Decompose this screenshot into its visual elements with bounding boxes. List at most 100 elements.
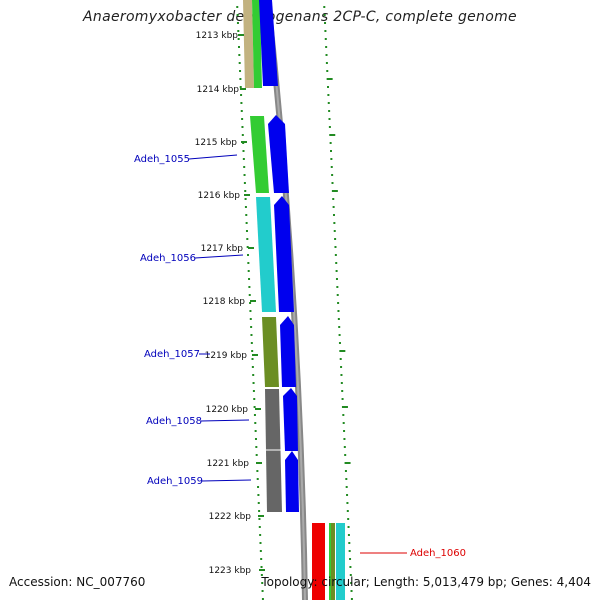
- gc-skew-dots-left: [236, 6, 264, 600]
- gc-dot: [261, 598, 264, 600]
- gc-dot: [246, 246, 249, 248]
- gc-dot: [325, 54, 328, 56]
- gc-dot: [324, 22, 327, 24]
- gc-dot: [350, 590, 353, 592]
- gc-dot: [251, 350, 254, 352]
- map-title: Anaeromyxobacter dehalogenans 2CP-C, com…: [83, 9, 517, 25]
- gc-dot: [328, 126, 331, 128]
- gc-dot: [245, 230, 248, 232]
- cog-block-cyan-bottom: [336, 523, 345, 600]
- gc-dot: [326, 70, 329, 72]
- gc-dot: [249, 318, 252, 320]
- gc-dot: [253, 398, 256, 400]
- gc-dot: [247, 254, 250, 256]
- gene-label[interactable]: Adeh_1055: [134, 154, 190, 165]
- gc-dot: [250, 334, 253, 336]
- gc-dot: [324, 30, 327, 32]
- gc-dot: [346, 502, 349, 504]
- gc-dot: [241, 126, 244, 128]
- gc-dot: [341, 390, 344, 392]
- gc-dot: [344, 470, 347, 472]
- tick-label: 1223 kbp: [209, 566, 252, 576]
- gc-dot: [236, 14, 239, 16]
- gc-dot: [258, 510, 261, 512]
- gc-dot: [328, 110, 331, 112]
- gene-label[interactable]: Adeh_1057: [144, 349, 200, 360]
- gc-dot: [240, 102, 243, 104]
- gc-dot: [350, 582, 353, 584]
- gc-dot: [254, 438, 257, 440]
- gc-dot: [339, 350, 346, 352]
- gc-dot: [260, 558, 263, 560]
- gc-dot: [346, 510, 349, 512]
- cds-arrow-adeh-1058: [283, 388, 298, 451]
- gc-dot: [331, 174, 334, 176]
- gc-dot: [332, 214, 335, 216]
- gene-label-leader: [188, 154, 238, 160]
- gc-dot: [243, 182, 246, 184]
- gc-dot: [334, 254, 337, 256]
- gc-dot: [340, 366, 343, 368]
- gc-dot: [247, 262, 250, 264]
- gc-dot: [327, 94, 330, 96]
- gc-dot: [259, 550, 262, 552]
- gc-dot: [341, 406, 348, 408]
- gene-label[interactable]: Adeh_1058: [146, 416, 202, 427]
- gc-dot: [238, 62, 241, 64]
- gc-dot: [247, 270, 250, 272]
- gc-dot: [332, 198, 335, 200]
- gc-dot: [338, 342, 341, 344]
- tick-label: 1221 kbp: [207, 459, 250, 469]
- tick-label: 1218 kbp: [203, 297, 246, 307]
- gc-dot: [331, 190, 338, 192]
- gc-dot: [237, 46, 240, 48]
- gc-dot: [259, 542, 262, 544]
- cds-arrow-top: [259, 0, 278, 86]
- gc-dot: [348, 550, 351, 552]
- gc-dot: [331, 182, 334, 184]
- gc-dot: [250, 342, 253, 344]
- gc-dot: [244, 190, 247, 192]
- tick-label: 1217 kbp: [201, 244, 244, 254]
- gc-dot: [253, 406, 256, 408]
- gc-dot: [239, 86, 242, 88]
- gc-dot: [329, 142, 332, 144]
- cog-block-green: [250, 116, 269, 193]
- rna-block-red: [312, 523, 325, 600]
- gc-dot: [330, 158, 333, 160]
- gc-dot: [339, 358, 342, 360]
- gc-dot: [244, 206, 247, 208]
- gc-dot: [251, 366, 254, 368]
- gc-dot: [327, 102, 330, 104]
- tick-label: 1220 kbp: [206, 405, 249, 415]
- tick-label: 1214 kbp: [197, 85, 240, 95]
- gc-dot: [343, 438, 346, 440]
- gc-dot: [323, 14, 326, 16]
- cog-block-cyan: [256, 197, 276, 312]
- gc-dot: [347, 534, 350, 536]
- gc-dot: [349, 574, 352, 576]
- gc-dot: [350, 598, 353, 600]
- gc-dot: [256, 470, 259, 472]
- gc-dot: [239, 78, 242, 80]
- gc-dot: [324, 38, 327, 40]
- gc-dot: [325, 46, 328, 48]
- gene-label[interactable]: Adeh_1060: [410, 548, 466, 559]
- gc-dot: [248, 294, 251, 296]
- gc-dot: [243, 166, 246, 168]
- gc-dot: [346, 494, 349, 496]
- gc-dot: [344, 462, 351, 464]
- gc-dot: [343, 430, 346, 432]
- gc-dot: [337, 310, 340, 312]
- gc-dot: [260, 566, 263, 568]
- gene-label-leader: [201, 479, 252, 482]
- accession-label: Accession: NC_007760: [9, 575, 146, 589]
- cds-band: [259, 0, 299, 512]
- gc-dot: [337, 302, 340, 304]
- gc-dot: [334, 238, 337, 240]
- gene-label[interactable]: Adeh_1056: [140, 253, 196, 264]
- gc-dot: [258, 518, 261, 520]
- gene-label[interactable]: Adeh_1059: [147, 476, 203, 487]
- cds-arrow-adeh-1057: [280, 316, 296, 387]
- gc-dot: [240, 110, 243, 112]
